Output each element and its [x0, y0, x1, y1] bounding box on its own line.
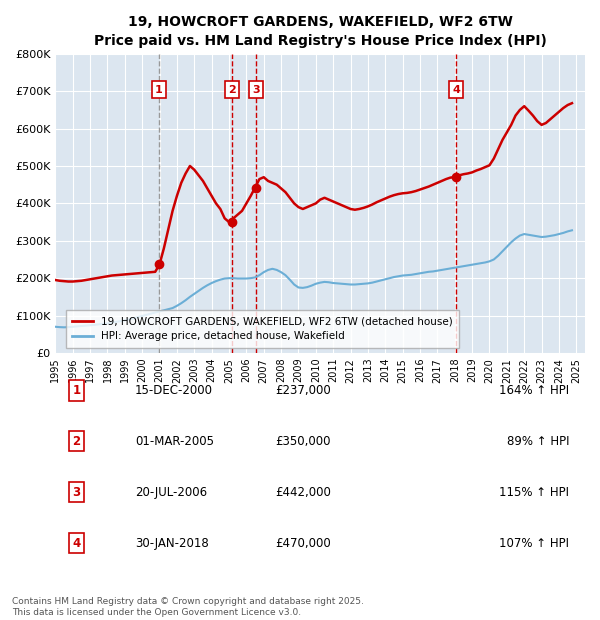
Text: 107% ↑ HPI: 107% ↑ HPI — [499, 536, 569, 549]
Text: 2: 2 — [228, 85, 236, 95]
Text: 3: 3 — [73, 485, 80, 498]
Text: 164% ↑ HPI: 164% ↑ HPI — [499, 384, 569, 397]
Text: 4: 4 — [452, 85, 460, 95]
Text: 30-JAN-2018: 30-JAN-2018 — [135, 536, 209, 549]
Text: 2: 2 — [73, 435, 80, 448]
Text: 1: 1 — [73, 384, 80, 397]
Text: 89% ↑ HPI: 89% ↑ HPI — [506, 435, 569, 448]
Title: 19, HOWCROFT GARDENS, WAKEFIELD, WF2 6TW
Price paid vs. HM Land Registry's House: 19, HOWCROFT GARDENS, WAKEFIELD, WF2 6TW… — [94, 15, 547, 48]
Text: 115% ↑ HPI: 115% ↑ HPI — [499, 485, 569, 498]
Text: 4: 4 — [73, 536, 80, 549]
Text: Contains HM Land Registry data © Crown copyright and database right 2025.
This d: Contains HM Land Registry data © Crown c… — [12, 598, 364, 617]
Text: £237,000: £237,000 — [275, 384, 331, 397]
Text: 3: 3 — [252, 85, 260, 95]
Text: 1: 1 — [155, 85, 163, 95]
Text: 01-MAR-2005: 01-MAR-2005 — [135, 435, 214, 448]
Text: £442,000: £442,000 — [275, 485, 331, 498]
Legend: 19, HOWCROFT GARDENS, WAKEFIELD, WF2 6TW (detached house), HPI: Average price, d: 19, HOWCROFT GARDENS, WAKEFIELD, WF2 6TW… — [66, 310, 459, 348]
Text: £350,000: £350,000 — [275, 435, 331, 448]
Text: 20-JUL-2006: 20-JUL-2006 — [135, 485, 207, 498]
Text: 15-DEC-2000: 15-DEC-2000 — [135, 384, 213, 397]
Text: £470,000: £470,000 — [275, 536, 331, 549]
